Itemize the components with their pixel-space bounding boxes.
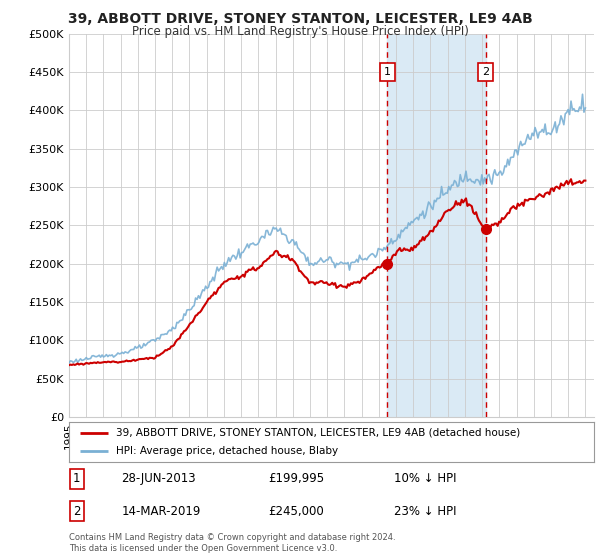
Text: 14-MAR-2019: 14-MAR-2019 [121,505,201,517]
Text: 2: 2 [482,67,489,77]
Text: HPI: Average price, detached house, Blaby: HPI: Average price, detached house, Blab… [116,446,338,456]
Text: 23% ↓ HPI: 23% ↓ HPI [395,505,457,517]
Text: 28-JUN-2013: 28-JUN-2013 [121,473,196,486]
Text: £245,000: £245,000 [269,505,324,517]
Text: 1: 1 [384,67,391,77]
Bar [387,34,485,417]
Text: 39, ABBOTT DRIVE, STONEY STANTON, LEICESTER, LE9 4AB (detached house): 39, ABBOTT DRIVE, STONEY STANTON, LEICES… [116,428,521,437]
Text: 10% ↓ HPI: 10% ↓ HPI [395,473,457,486]
Text: £199,995: £199,995 [269,473,325,486]
Text: 1: 1 [73,473,80,486]
Text: 2: 2 [73,505,80,517]
Text: Contains HM Land Registry data © Crown copyright and database right 2024.
This d: Contains HM Land Registry data © Crown c… [69,533,395,553]
Text: 39, ABBOTT DRIVE, STONEY STANTON, LEICESTER, LE9 4AB: 39, ABBOTT DRIVE, STONEY STANTON, LEICES… [68,12,532,26]
Text: Price paid vs. HM Land Registry's House Price Index (HPI): Price paid vs. HM Land Registry's House … [131,25,469,38]
